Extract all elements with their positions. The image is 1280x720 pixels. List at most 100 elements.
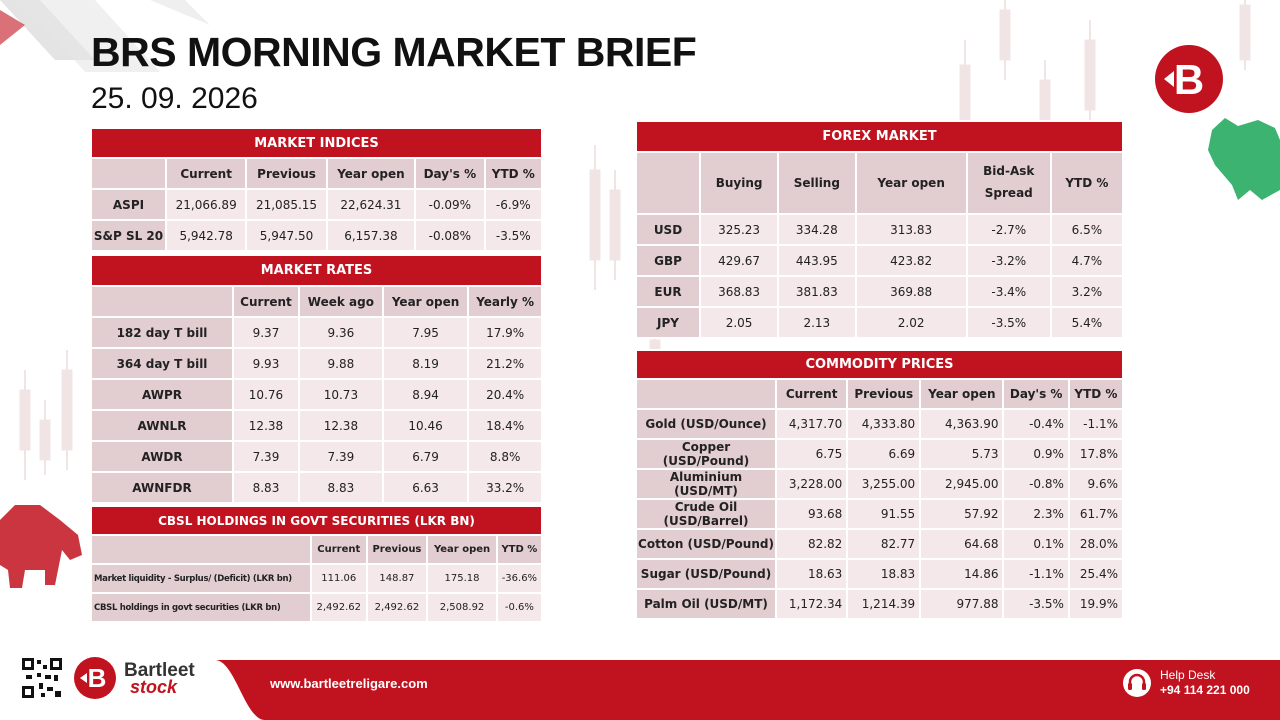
row-label: EUR <box>635 275 701 308</box>
table-row: EUR 368.83 381.83 369.88 -3.4% 3.2% <box>635 275 1125 308</box>
cell: 28.0% <box>1067 528 1125 560</box>
brand-name-bottom: stock <box>130 677 178 697</box>
column-header: Previous <box>245 157 328 190</box>
row-label: S&P SL 20 <box>90 219 167 252</box>
cell: 17.8% <box>1067 438 1125 470</box>
cell: 21,066.89 <box>164 188 248 221</box>
table-row: 364 day T bill 9.93 9.88 8.19 21.2% <box>90 347 543 380</box>
column-header: YTD % <box>1067 378 1125 410</box>
cell: 8.19 <box>381 347 470 380</box>
cell: 0.1% <box>1002 528 1070 560</box>
cell: 18.63 <box>774 558 849 590</box>
table-row: ASPI 21,066.89 21,085.15 22,624.31 -0.09… <box>90 188 544 221</box>
row-label: GBP <box>635 244 701 277</box>
cell: 19.9% <box>1067 588 1125 620</box>
cell: 9.37 <box>232 316 300 349</box>
cell: 175.18 <box>426 563 498 594</box>
help-desk-phone[interactable]: +94 114 221 000 <box>1160 683 1250 697</box>
table-row: Sugar (USD/Pound) 18.63 18.83 14.86 -1.1… <box>635 558 1125 590</box>
cell: -3.5% <box>1002 588 1070 620</box>
corner-cell <box>90 285 234 318</box>
cell: 8.94 <box>381 378 470 411</box>
cell: 6.63 <box>381 471 470 504</box>
cell: 6.75 <box>774 438 849 470</box>
footer-logo-icon: B <box>74 657 116 699</box>
row-label: AWNLR <box>90 409 234 442</box>
cell: -2.7% <box>965 213 1052 246</box>
column-header: Year open <box>325 157 417 190</box>
table-row: CBSL holdings in govt securities (LKR bn… <box>90 592 544 623</box>
row-label: Gold (USD/Ounce) <box>635 408 777 440</box>
table-row: 182 day T bill 9.37 9.36 7.95 17.9% <box>90 316 543 349</box>
cell: 0.9% <box>1002 438 1070 470</box>
corner-cell <box>635 378 777 410</box>
brand-name-top: Bartleet <box>124 660 195 681</box>
cell: -0.8% <box>1002 468 1070 500</box>
cell: 10.46 <box>381 409 470 442</box>
website-link[interactable]: www.bartleetreligare.com <box>270 676 428 691</box>
column-header: YTD % <box>1049 151 1125 215</box>
cell: 8.8% <box>467 440 543 473</box>
column-header: Day's % <box>1002 378 1070 410</box>
table-row: Cotton (USD/Pound) 82.82 82.77 64.68 0.1… <box>635 528 1125 560</box>
market-indices-table: MARKET INDICES Current Previous Year ope… <box>90 127 544 252</box>
row-label: Sugar (USD/Pound) <box>635 558 777 590</box>
cell: 91.55 <box>846 498 922 530</box>
table-row: Copper (USD/Pound) 6.75 6.69 5.73 0.9% 1… <box>635 438 1125 470</box>
table-title: MARKET INDICES <box>90 127 543 159</box>
column-header: Current <box>232 285 300 318</box>
column-header: YTD % <box>495 534 544 565</box>
cell: 369.88 <box>854 275 968 308</box>
cell: -0.08% <box>414 219 486 252</box>
column-header: Buying <box>698 151 780 215</box>
row-label: ASPI <box>90 188 167 221</box>
cell: 9.93 <box>232 347 300 380</box>
row-label: Copper (USD/Pound) <box>635 438 777 470</box>
column-header: Day's % <box>414 157 486 190</box>
cell: 977.88 <box>919 588 1005 620</box>
column-header: Year open <box>381 285 470 318</box>
svg-text:B: B <box>1174 56 1204 103</box>
cell: 57.92 <box>919 498 1005 530</box>
row-label: 182 day T bill <box>90 316 234 349</box>
row-label: USD <box>635 213 701 246</box>
column-header: Current <box>310 534 368 565</box>
cell: 3,228.00 <box>774 468 849 500</box>
table-title: FOREX MARKET <box>635 120 1124 153</box>
cell: 4,317.70 <box>774 408 849 440</box>
table-title: COMMODITY PRICES <box>635 349 1124 380</box>
column-header: Week ago <box>297 285 384 318</box>
cell: -0.4% <box>1002 408 1070 440</box>
table-row: Aluminium (USD/MT) 3,228.00 3,255.00 2,9… <box>635 468 1125 500</box>
row-label: AWPR <box>90 378 234 411</box>
cell: 9.88 <box>297 347 384 380</box>
column-header: Previous <box>846 378 922 410</box>
cell: 12.38 <box>232 409 300 442</box>
column-header: Year open <box>919 378 1005 410</box>
cell: 2.02 <box>854 306 968 339</box>
cell: 4,363.90 <box>919 408 1005 440</box>
cell: 25.4% <box>1067 558 1125 590</box>
column-header: YTD % <box>483 157 544 190</box>
cell: 2.05 <box>698 306 780 339</box>
cell: 6,157.38 <box>325 219 417 252</box>
cell: 7.95 <box>381 316 470 349</box>
cell: 443.95 <box>777 244 857 277</box>
cell: 20.4% <box>467 378 543 411</box>
cell: 5,947.50 <box>245 219 328 252</box>
column-header: Bid-Ask Spread <box>965 151 1052 215</box>
cell: 5.73 <box>919 438 1005 470</box>
table-row: S&P SL 20 5,942.78 5,947.50 6,157.38 -0.… <box>90 219 544 252</box>
cell: 8.83 <box>297 471 384 504</box>
cell: 9.6% <box>1067 468 1125 500</box>
table-row: Palm Oil (USD/MT) 1,172.34 1,214.39 977.… <box>635 588 1125 620</box>
row-label: AWDR <box>90 440 234 473</box>
cell: 12.38 <box>297 409 384 442</box>
cell: 423.82 <box>854 244 968 277</box>
cell: 33.2% <box>467 471 543 504</box>
cell: -0.09% <box>414 188 486 221</box>
row-label: Palm Oil (USD/MT) <box>635 588 777 620</box>
cell: 2,508.92 <box>426 592 498 623</box>
cell: 2,945.00 <box>919 468 1005 500</box>
column-header: Year open <box>854 151 968 215</box>
